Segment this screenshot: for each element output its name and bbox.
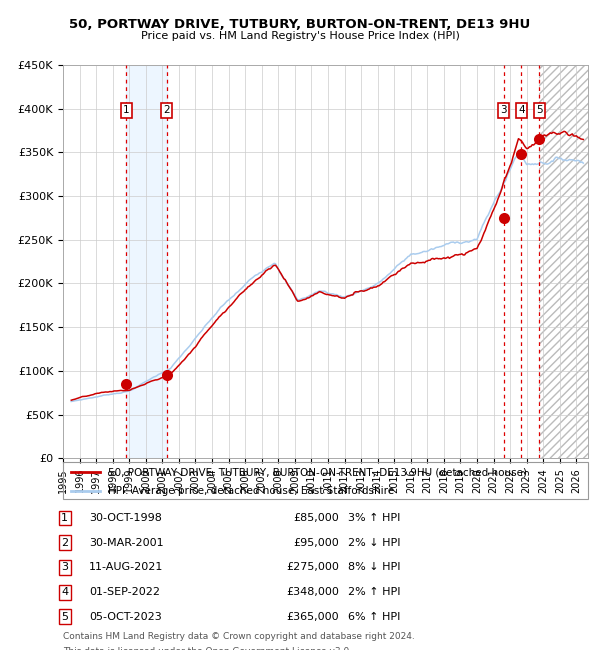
Text: 01-SEP-2022: 01-SEP-2022: [89, 587, 160, 597]
Text: 2% ↓ HPI: 2% ↓ HPI: [348, 538, 401, 548]
Text: 5: 5: [61, 612, 68, 622]
Text: £275,000: £275,000: [286, 562, 339, 573]
Text: 50, PORTWAY DRIVE, TUTBURY, BURTON-ON-TRENT, DE13 9HU (detached house): 50, PORTWAY DRIVE, TUTBURY, BURTON-ON-TR…: [107, 467, 527, 477]
Text: £85,000: £85,000: [293, 513, 339, 523]
Text: 50, PORTWAY DRIVE, TUTBURY, BURTON-ON-TRENT, DE13 9HU: 50, PORTWAY DRIVE, TUTBURY, BURTON-ON-TR…: [70, 18, 530, 31]
Text: 1: 1: [61, 513, 68, 523]
Text: 3: 3: [500, 105, 507, 115]
Text: HPI: Average price, detached house, East Staffordshire: HPI: Average price, detached house, East…: [107, 486, 394, 496]
Text: 5: 5: [536, 105, 542, 115]
Text: 8% ↓ HPI: 8% ↓ HPI: [348, 562, 401, 573]
Bar: [539, 65, 588, 458]
Text: 4: 4: [518, 105, 524, 115]
Text: 30-MAR-2001: 30-MAR-2001: [89, 538, 163, 548]
Text: Contains HM Land Registry data © Crown copyright and database right 2024.: Contains HM Land Registry data © Crown c…: [63, 632, 415, 642]
Text: 05-OCT-2023: 05-OCT-2023: [89, 612, 161, 622]
Text: £365,000: £365,000: [286, 612, 339, 622]
Text: 2: 2: [61, 538, 68, 548]
Text: £348,000: £348,000: [286, 587, 339, 597]
Text: 30-OCT-1998: 30-OCT-1998: [89, 513, 161, 523]
Text: 11-AUG-2021: 11-AUG-2021: [89, 562, 163, 573]
Text: £95,000: £95,000: [293, 538, 339, 548]
Bar: [127, 65, 167, 458]
Text: 6% ↑ HPI: 6% ↑ HPI: [348, 612, 400, 622]
Text: 1: 1: [123, 105, 130, 115]
Text: 3% ↑ HPI: 3% ↑ HPI: [348, 513, 400, 523]
Text: This data is licensed under the Open Government Licence v3.0.: This data is licensed under the Open Gov…: [63, 647, 352, 650]
Text: 3: 3: [61, 562, 68, 573]
Text: 2: 2: [163, 105, 170, 115]
Text: Price paid vs. HM Land Registry's House Price Index (HPI): Price paid vs. HM Land Registry's House …: [140, 31, 460, 41]
Text: 4: 4: [61, 587, 68, 597]
Text: 2% ↑ HPI: 2% ↑ HPI: [348, 587, 401, 597]
